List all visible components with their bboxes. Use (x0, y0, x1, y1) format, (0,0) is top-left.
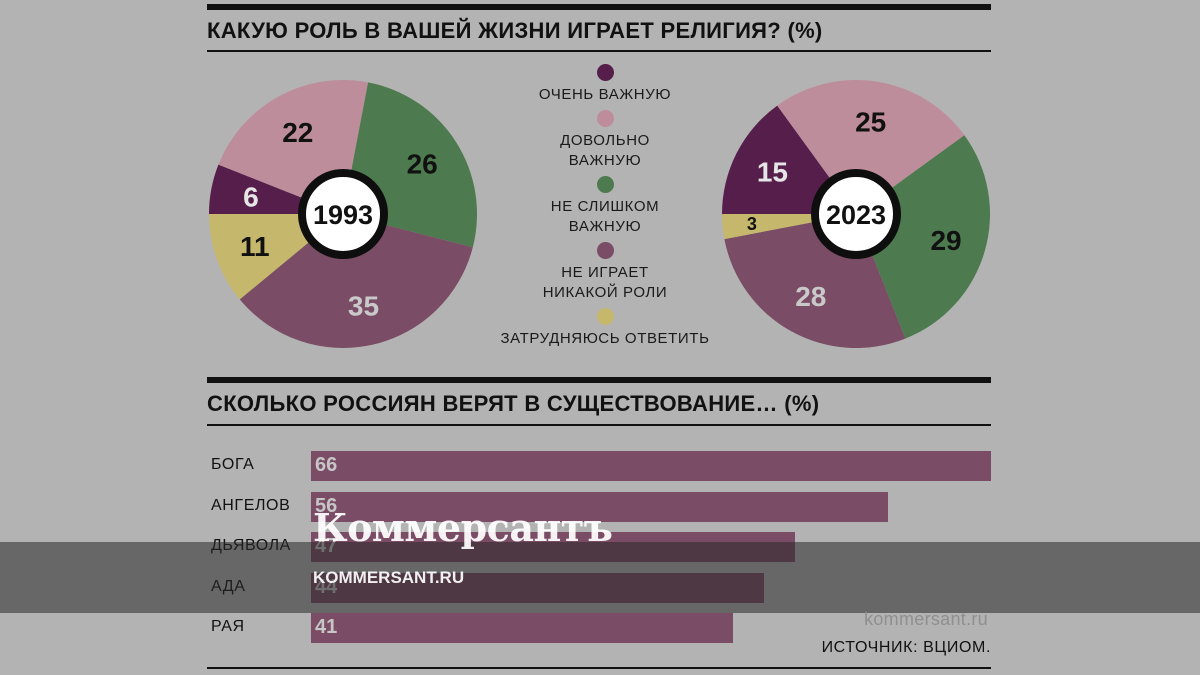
pie-slice (856, 135, 990, 339)
bar-value-label: 41 (315, 616, 338, 638)
bar-category-label: АНГЕЛОВ (211, 496, 291, 514)
watermark-site-link[interactable]: KOMMERSANT.RU (313, 568, 465, 587)
pie-year-label: 1993 (313, 200, 373, 230)
pie-center-badge (298, 169, 388, 259)
pie-center-badge (811, 169, 901, 259)
watermark-band (0, 542, 1200, 613)
legend-label: НЕ ИГРАЕТ НИКАКОЙ РОЛИ (542, 264, 668, 301)
watermark-logo: Коммерсантъ (313, 505, 613, 550)
chart-title-religion-role: КАКУЮ РОЛЬ В ВАШЕЙ ЖИЗНИ ИГРАЕТ РЕЛИГИЯ?… (207, 18, 823, 43)
bar (311, 451, 991, 481)
pie-slice-label: 22 (282, 117, 313, 148)
legend-label: ДОВОЛЬНО ВАЖНУЮ (560, 132, 650, 169)
pie-slice-label: 6 (243, 181, 259, 212)
pie-slice-label: 26 (407, 149, 438, 180)
pie-slice-label: 11 (240, 231, 270, 262)
pie-slice (239, 214, 473, 348)
legend-swatch (597, 110, 614, 127)
legend-swatch (597, 242, 614, 259)
section-rule (207, 377, 991, 383)
legend-swatch (597, 64, 614, 81)
chart-title-beliefs: СКОЛЬКО РОССИЯН ВЕРЯТ В СУЩЕСТВОВАНИЕ… (… (207, 391, 820, 416)
bar-value-label: 56 (315, 494, 338, 517)
legend-label: НЕ СЛИШКОМ ВАЖНУЮ (550, 198, 660, 235)
pie-chart-1993: 6 22 26 35 11 1993 (209, 80, 477, 348)
pie-slice (777, 79, 965, 214)
bar (311, 491, 888, 522)
legend-label: ОЧЕНЬ ВАЖНУЮ (538, 86, 672, 103)
legend-swatch (597, 308, 614, 325)
legend-swatch (597, 176, 614, 193)
pie-slice-label: 29 (930, 225, 961, 256)
title-underline (207, 50, 991, 52)
pie-chart-2023: 15 25 29 28 3 2023 (722, 79, 990, 349)
bar (311, 613, 734, 643)
bar-category-label: БОГА (211, 456, 255, 473)
bottom-rule (207, 667, 991, 669)
watermark-small-url: kommersant.ru (864, 609, 988, 629)
top-rule (207, 4, 991, 10)
source-note: ИСТОЧНИК: ВЦИОМ. (821, 639, 991, 656)
pie-slice-label: 15 (757, 156, 788, 187)
legend-label: ЗАТРУДНЯЮСЬ ОТВЕТИТЬ (500, 330, 710, 347)
pie-slice-label: 35 (348, 291, 379, 322)
pie-slice-label: 28 (795, 281, 826, 312)
title-underline (207, 424, 991, 426)
bar-category-label: РАЯ (211, 618, 245, 635)
pie-slice-label: 25 (855, 106, 886, 137)
pie-slice-label: 3 (747, 214, 757, 234)
bar-value-label: 66 (315, 454, 338, 476)
pie-year-label: 2023 (826, 200, 886, 230)
